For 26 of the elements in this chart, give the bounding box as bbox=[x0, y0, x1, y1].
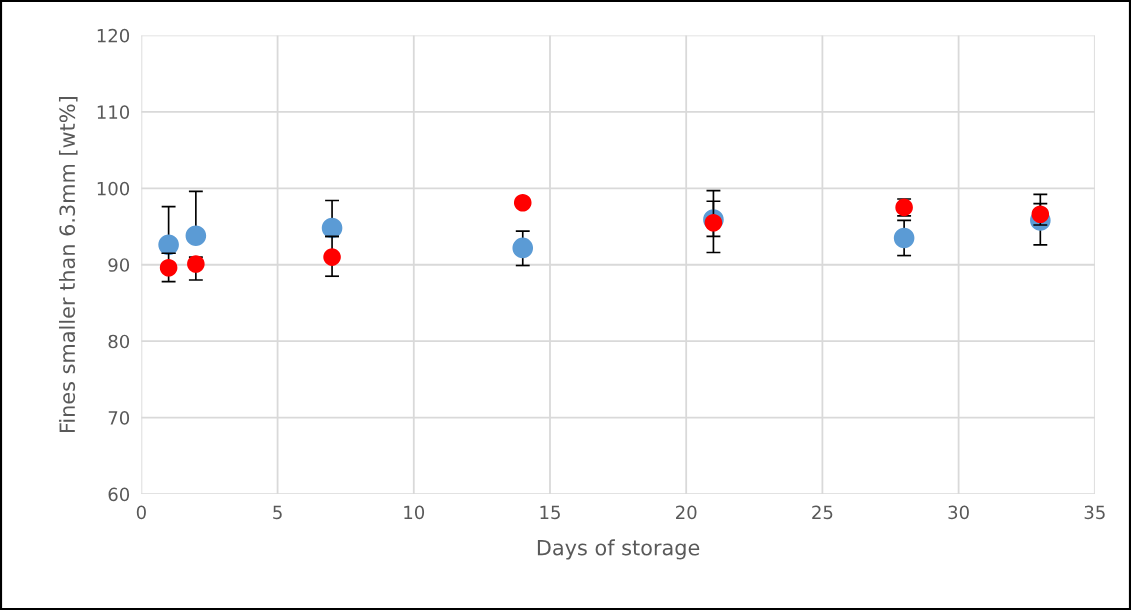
point bbox=[321, 217, 343, 239]
y-axis-title: Fines smaller than 6.3mm [wt%] bbox=[58, 97, 78, 433]
x-tick-label: 25 bbox=[812, 505, 833, 520]
point bbox=[512, 237, 534, 259]
point bbox=[185, 225, 207, 246]
y-tick-label: 80 bbox=[108, 334, 130, 349]
point bbox=[513, 194, 532, 212]
point bbox=[187, 255, 205, 273]
x-tick-label: 30 bbox=[948, 505, 969, 520]
y-tick-label: 110 bbox=[97, 105, 130, 119]
x-tick-label: 10 bbox=[404, 505, 425, 520]
y-tick-label: 90 bbox=[108, 258, 130, 272]
y-tick-label: 120 bbox=[97, 28, 130, 43]
x-tick-label: 35 bbox=[1084, 505, 1105, 520]
point bbox=[158, 234, 179, 256]
x-axis-title: Days of storage bbox=[537, 539, 700, 560]
point bbox=[159, 259, 178, 277]
y-tick-label: 100 bbox=[97, 181, 130, 196]
x-tick-label: 15 bbox=[540, 505, 560, 520]
y-tick-label: 70 bbox=[108, 411, 130, 425]
x-tick-label: 20 bbox=[676, 505, 697, 520]
point bbox=[323, 248, 341, 266]
x-tick-label: 5 bbox=[273, 505, 282, 520]
x-tick-label: 0 bbox=[136, 505, 146, 520]
y-tick-label: 60 bbox=[108, 487, 130, 502]
point bbox=[893, 227, 915, 249]
